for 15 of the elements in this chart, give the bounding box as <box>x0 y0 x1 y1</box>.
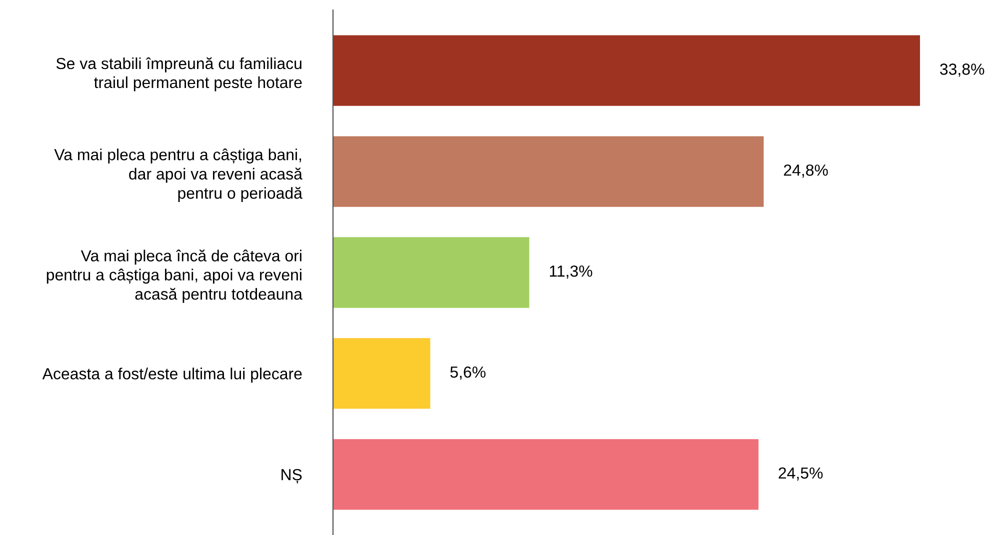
bar <box>333 237 530 308</box>
data-label: 5,6% <box>450 366 486 380</box>
y-tick-label: NȘ <box>282 469 302 484</box>
y-tick-label: Va mai pleca încă de câteva ori pentru a câștiga bani, apoi va reveni acasă pentru totdeauna <box>46 250 302 303</box>
data-label: 24,5% <box>778 467 823 481</box>
data-label: 33,8% <box>940 64 984 77</box>
y-tick-label: Aceasta a fost/este ultima lui plecare <box>42 368 302 383</box>
bar <box>333 439 758 510</box>
bar <box>333 136 764 207</box>
bar <box>333 35 920 106</box>
data-label: 11,3% <box>550 265 592 279</box>
bar <box>333 338 430 409</box>
data-label: 24,8% <box>784 164 828 178</box>
y-tick-label: Va mai pleca pentru a câștiga bani, dar apoi va reveni acasă pentru o perioadă <box>54 148 302 202</box>
y-tick-label: Se va stabili împreună cu familiacu traiul permanent peste hotare <box>56 57 302 92</box>
